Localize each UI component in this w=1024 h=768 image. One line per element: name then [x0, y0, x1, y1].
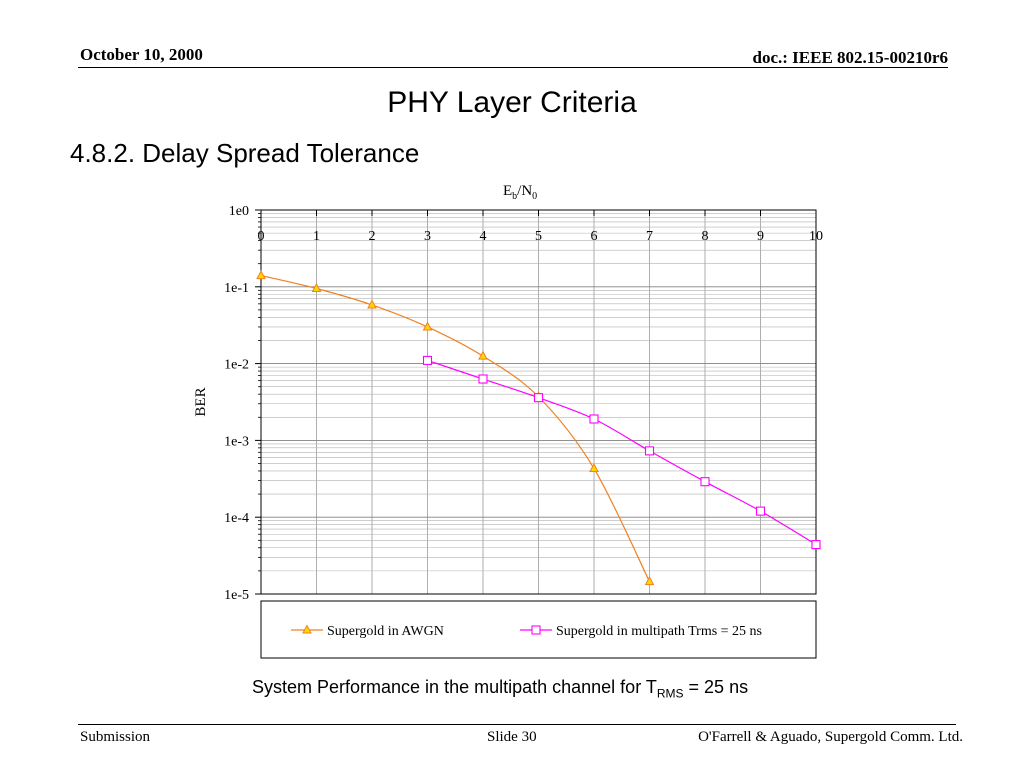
- series-1-point: [589, 462, 599, 473]
- series-1-point: [644, 576, 655, 586]
- x-tick-label: 3: [424, 229, 431, 244]
- x-tick-label: 1: [313, 229, 320, 244]
- header-date: October 10, 2000: [80, 45, 203, 64]
- series-line-1: [260, 274, 651, 582]
- legend-marker-1: [302, 624, 312, 634]
- series-2-point: [811, 540, 821, 550]
- legend-label-2: Supergold in multipath Trms = 25 ns: [556, 624, 762, 639]
- figure-caption: System Performance in the multipath chan…: [252, 677, 749, 701]
- footer-submission: Submission: [80, 729, 151, 745]
- series-1-point: [478, 350, 488, 360]
- footer-slide-number: Slide 30: [487, 729, 537, 745]
- y-tick-label: 1e-4: [224, 511, 249, 526]
- x-tick-label: 2: [369, 229, 376, 244]
- chart-axes: 0 1 2 3 4 5 6 7 8 9 10 1e0 1e-1 1e-2 1e-3 1e-4 1e-5: [224, 204, 823, 603]
- chart-legend: Supergold in AWGN Supergold in multipath …: [291, 624, 762, 639]
- series-2-point: [589, 414, 599, 424]
- series-1-point: [422, 321, 433, 331]
- chart-grid: [261, 210, 816, 594]
- chart-series: [256, 270, 821, 586]
- slide-title: PHY Layer Criteria: [387, 86, 637, 119]
- series-1-point: [256, 270, 266, 280]
- y-axis-title: BER: [193, 387, 209, 416]
- series-2-point: [533, 393, 544, 403]
- series-2-point: [700, 477, 710, 487]
- x-tick-label: 4: [480, 229, 487, 244]
- legend-label-1: Supergold in AWGN: [327, 624, 444, 639]
- series-2-point: [755, 506, 766, 516]
- y-tick-label: 1e-5: [224, 588, 249, 603]
- x-tick-label: 9: [757, 229, 764, 244]
- x-tick-label: 7: [646, 229, 653, 244]
- y-tick-label: 1e0: [229, 204, 249, 219]
- header-doc-id: doc.: IEEE 802.15-00210r6: [752, 48, 949, 67]
- legend-marker-2: [531, 625, 541, 635]
- x-tick-label: 5: [535, 229, 542, 244]
- series-2-point: [422, 355, 433, 365]
- header-rule: [78, 67, 948, 68]
- series-1-point: [311, 282, 322, 293]
- slide-subtitle: 4.8.2. Delay Spread Tolerance: [70, 138, 420, 168]
- series-2-point: [478, 374, 488, 384]
- y-tick-label: 1e-2: [224, 358, 249, 373]
- x-tick-label: 0: [258, 229, 265, 244]
- y-tick-label: 1e-1: [224, 281, 249, 296]
- x-tick-label: 6: [591, 229, 598, 244]
- x-tick-label: 10: [809, 229, 823, 244]
- x-tick-label: 8: [702, 229, 709, 244]
- y-tick-label: 1e-3: [224, 434, 249, 449]
- x-axis-title: Eb/N0: [503, 183, 537, 202]
- footer-authors: O'Farrell & Aguado, Supergold Comm. Ltd.: [698, 729, 963, 745]
- series-1-point: [367, 299, 377, 309]
- series-2-point: [644, 446, 655, 456]
- footer-rule: [78, 724, 956, 725]
